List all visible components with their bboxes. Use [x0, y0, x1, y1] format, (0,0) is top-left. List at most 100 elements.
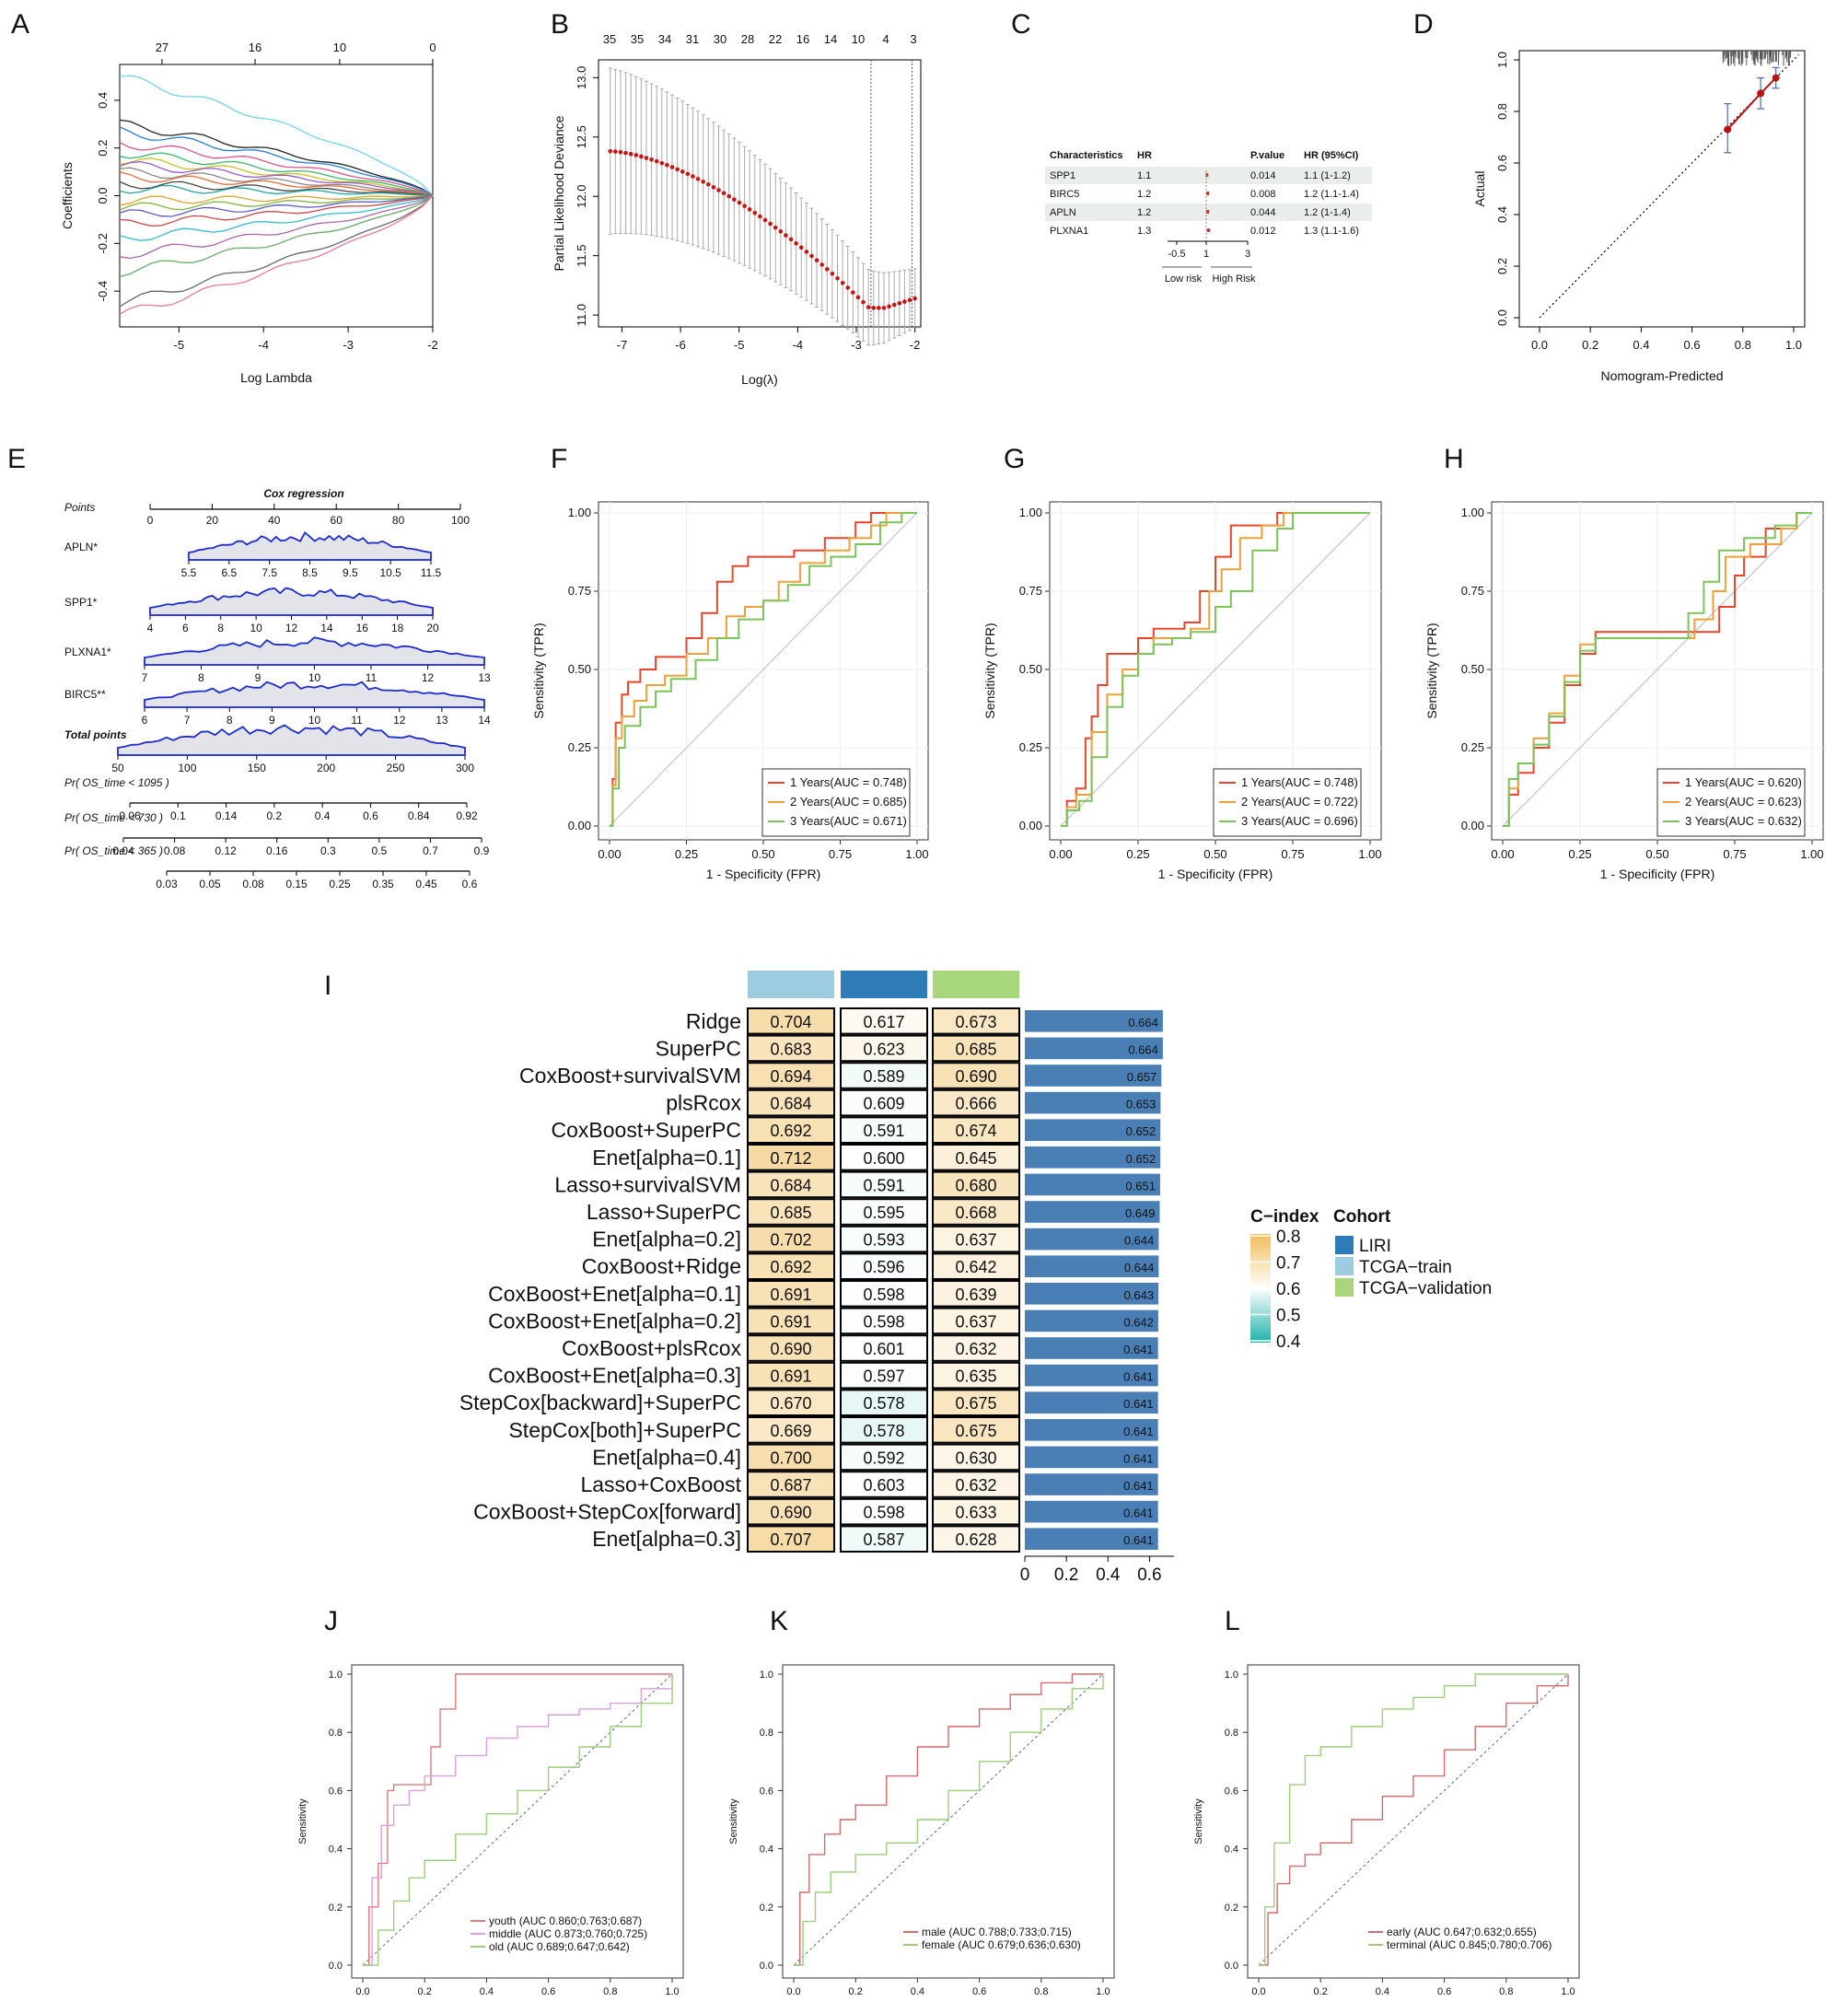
coef-path — [119, 75, 434, 196]
nomogram-tick-label: 6 — [142, 714, 148, 727]
hr-point — [1205, 173, 1209, 177]
cv-point — [639, 154, 644, 159]
cv-point — [819, 262, 824, 267]
y-axis-label: Actual — [1472, 171, 1487, 207]
y-axis-label: Sensitivity (TPR) — [1424, 623, 1439, 718]
coef-path — [119, 195, 434, 315]
y-tick-label: 0.6 — [760, 1786, 773, 1797]
heatmap-row-label: CoxBoost+Enet[alpha=0.2] — [488, 1309, 741, 1332]
mean-bar — [1025, 1500, 1158, 1523]
nomogram-tick-label: 0.5 — [372, 844, 388, 857]
legend-label: 3 Years(AUC = 0.632) — [1685, 814, 1802, 828]
x-tick-label: 0.4 — [1376, 1986, 1389, 1997]
heatmap-cell — [932, 1034, 1020, 1063]
cv-point — [716, 188, 721, 192]
y-tick-label: 12.0 — [575, 185, 588, 208]
nomogram-tick-label: 8 — [227, 714, 233, 727]
x-axis-label: 1-Specificity — [1378, 2010, 1447, 2013]
cv-point — [784, 233, 788, 238]
calib-point — [1772, 74, 1780, 82]
x-axis-label: Log(λ) — [741, 372, 778, 387]
heatmap-cell — [747, 1334, 835, 1362]
heatmap-cell — [932, 1443, 1020, 1472]
legend-box — [465, 1914, 645, 1961]
legend-label: 2 Years(AUC = 0.623) — [1685, 795, 1802, 809]
panel-D-frame — [1518, 50, 1806, 328]
heatmap-row-label: CoxBoost+survivalSVM — [519, 1064, 741, 1088]
top-tick-label: 10 — [852, 32, 865, 46]
heatmap-cell — [840, 1416, 928, 1444]
heatmap-cell — [747, 1007, 835, 1035]
y-tick-label: 0.2 — [1225, 1902, 1238, 1914]
x-tick-label: 0.50 — [751, 847, 774, 861]
density-curve — [117, 724, 466, 756]
legend-label: 1 Years(AUC = 0.748) — [1241, 775, 1358, 789]
y-tick-label: 0.0 — [1495, 309, 1509, 326]
nomogram-row-label: Pr( OS_time < 365 ) — [64, 844, 163, 857]
table-cell: APLN — [1050, 207, 1076, 218]
table-cell: PLXNA1 — [1050, 226, 1088, 237]
nomogram-tick-label: 13 — [436, 714, 448, 727]
nomogram-tick-label: 10 — [250, 622, 262, 634]
heatmap-row-label: CoxBoost+SuperPC — [552, 1118, 741, 1142]
panel-B-frame — [598, 59, 922, 328]
heatmap-cell-value: 0.684 — [770, 1095, 811, 1113]
cindex-tick-label: 0.7 — [1276, 1254, 1300, 1274]
cv-point — [851, 290, 855, 295]
nomogram-tick-label: 14 — [478, 714, 491, 727]
cv-point — [623, 150, 628, 156]
cv-point — [675, 167, 680, 172]
mean-bar-label: 0.652 — [1126, 1124, 1156, 1138]
nomogram-tick-label: 0.25 — [329, 878, 351, 890]
table-cell: 0.014 — [1250, 170, 1276, 181]
cv-point — [855, 295, 861, 300]
y-tick-label: 1.0 — [329, 1670, 343, 1681]
nomogram-tick-label: 12 — [285, 622, 298, 634]
heatmap-cell-value: 0.645 — [955, 1149, 996, 1168]
top-tick-label: 16 — [249, 41, 262, 54]
heatmap-cell-value: 0.598 — [863, 1504, 904, 1522]
coef-path — [119, 119, 434, 197]
cv-point — [887, 304, 891, 309]
heatmap-cell — [932, 1198, 1020, 1226]
x-tick-label: -4 — [258, 338, 269, 352]
heatmap-cell-value: 0.684 — [770, 1176, 811, 1194]
coef-path — [119, 152, 434, 197]
coef-path — [119, 180, 434, 197]
x-tick-label: 0.4 — [911, 1986, 924, 1997]
coef-path — [119, 194, 434, 241]
heatmap-cell-value: 0.635 — [955, 1367, 996, 1386]
nomogram-tick-label: 0.14 — [215, 809, 238, 822]
y-tick-label: 11.0 — [575, 304, 588, 326]
x-tick-label: 0.25 — [1568, 847, 1591, 861]
x-tick-label: 0.6 — [972, 1986, 986, 1997]
roc-curve — [610, 512, 917, 827]
heatmap-cell — [747, 1307, 835, 1335]
forest-tick-label: -0.5 — [1168, 249, 1186, 260]
heatmap-cell-value: 0.675 — [955, 1422, 996, 1440]
cv-point — [613, 149, 618, 154]
heatmap-row-label: CoxBoost+StepCox[forward] — [473, 1500, 741, 1524]
cv-point — [618, 149, 623, 155]
mean-bar — [1025, 1010, 1163, 1032]
x-axis-label: 1-Specificity — [482, 2010, 552, 2013]
nomogram-tick-label: 7 — [184, 714, 191, 727]
mean-bar — [1025, 1255, 1159, 1277]
cv-point — [680, 169, 685, 174]
x-axis-label: Log Lambda — [240, 370, 312, 385]
heatmap-cell — [747, 1062, 835, 1089]
calib-point — [1724, 125, 1732, 134]
heatmap-cell — [840, 1280, 928, 1308]
top-tick-label: 22 — [769, 32, 782, 46]
nomogram-tick-label: 11 — [366, 671, 378, 684]
x-tick-label: -4 — [793, 338, 804, 352]
legend-box — [1656, 768, 1806, 837]
heatmap-cell — [747, 1443, 835, 1472]
heatmap-cell — [840, 1497, 928, 1526]
heatmap-row-label: Lasso+SuperPC — [587, 1200, 741, 1224]
legend-label: early (AUC 0.647;0.632;0.655) — [1387, 1926, 1537, 1938]
heatmap-cell — [932, 1225, 1020, 1253]
mean-bar — [1025, 1119, 1161, 1141]
table-header: P.value — [1250, 150, 1284, 161]
nomogram-tick-label: 0.12 — [215, 844, 237, 857]
